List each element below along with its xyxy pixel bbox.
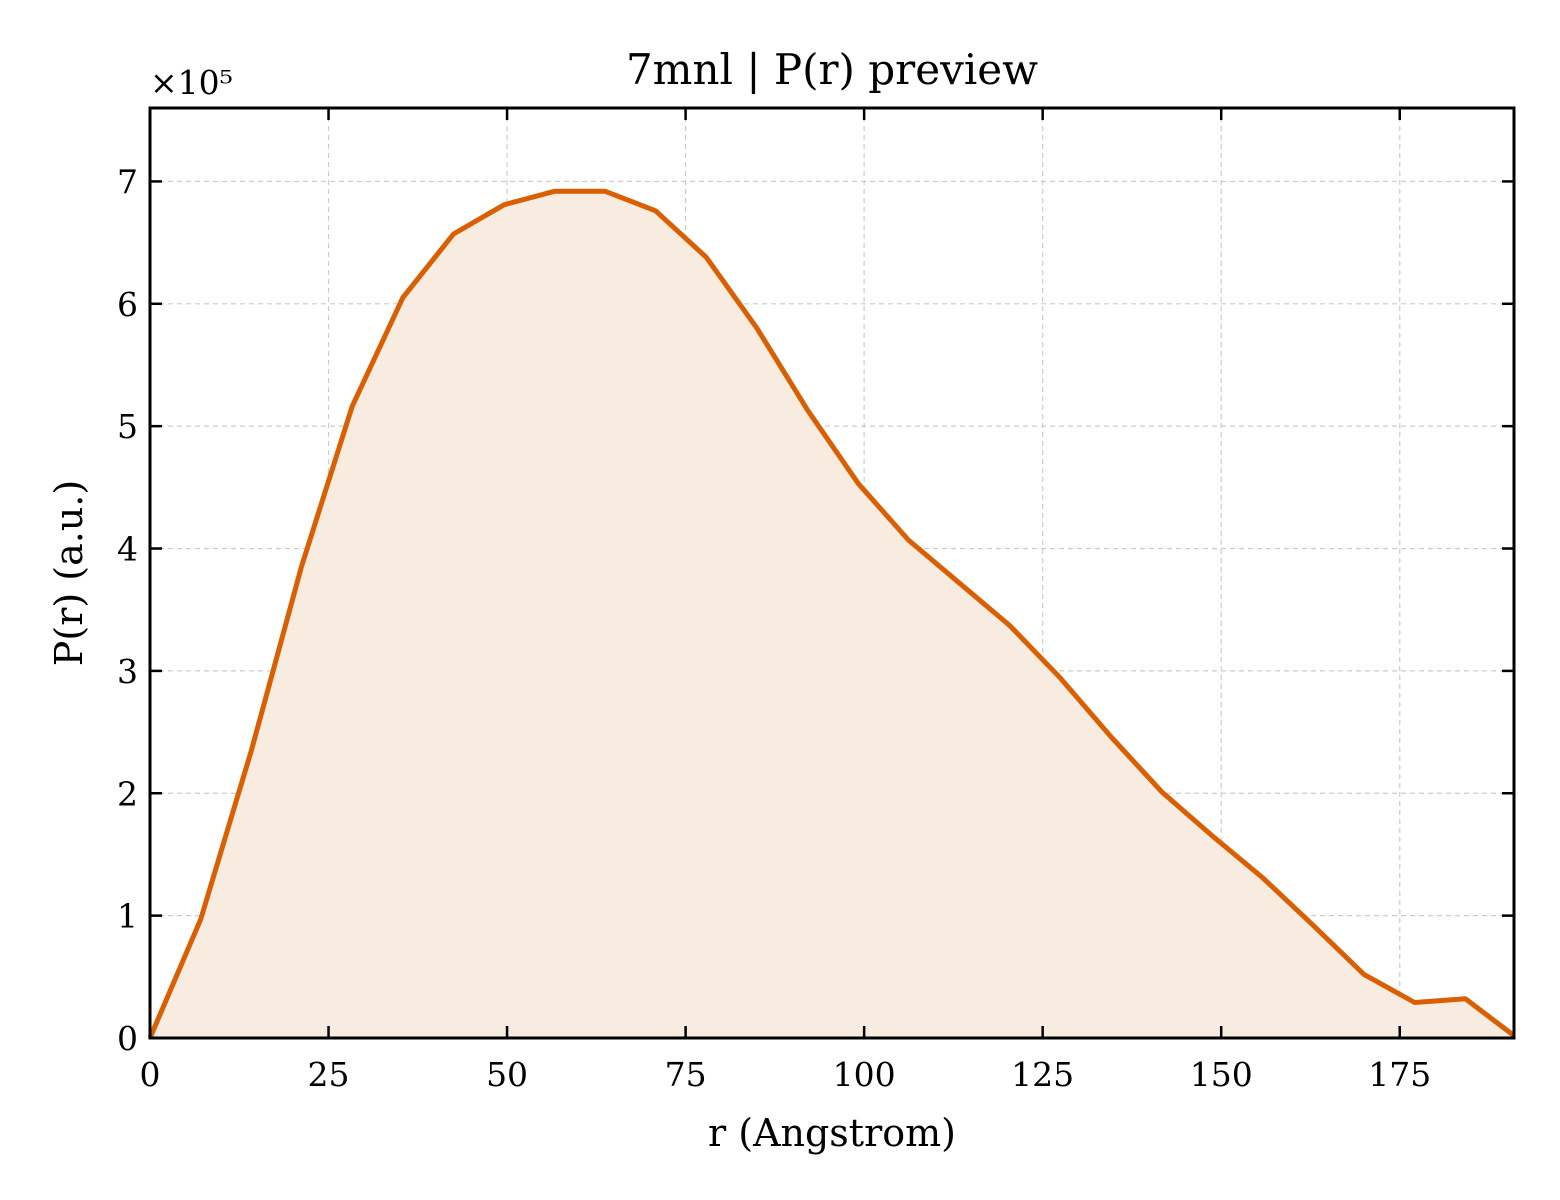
pr-series-line — [147, 188, 1516, 1039]
y-tick-label: 3 — [117, 652, 138, 691]
x-tick-label: 175 — [1368, 1055, 1431, 1094]
y-tick-label: 2 — [117, 774, 138, 813]
y-tick-label: 6 — [117, 285, 138, 324]
chart-title: 7mnl | P(r) preview — [626, 45, 1038, 94]
x-tick-label: 150 — [1190, 1055, 1253, 1094]
x-tick-label: 75 — [665, 1055, 707, 1094]
x-tick-label: 25 — [308, 1055, 350, 1094]
y-tick-label: 7 — [117, 162, 138, 201]
y-axis-multiplier: ×10⁵ — [150, 63, 233, 102]
x-tick-label: 100 — [833, 1055, 896, 1094]
pr-area-fill — [150, 191, 1514, 1038]
y-axis-label: P(r) (a.u.) — [47, 480, 91, 666]
x-tick-label: 50 — [486, 1055, 528, 1094]
y-tick-label: 4 — [117, 530, 138, 569]
x-axis-label: r (Angstrom) — [708, 1111, 956, 1155]
y-tick-label: 1 — [117, 897, 138, 936]
x-tick-label: 0 — [140, 1055, 161, 1094]
y-axis-ticks: 0 1 2 3 4 5 6 7 — [117, 162, 1514, 1058]
plot-frame — [148, 106, 1516, 1040]
x-axis-ticks: 0 25 50 75 100 125 150 175 — [140, 108, 1431, 1094]
y-tick-label: 0 — [117, 1019, 138, 1058]
x-tick-label: 125 — [1011, 1055, 1074, 1094]
y-tick-label: 5 — [117, 407, 138, 446]
